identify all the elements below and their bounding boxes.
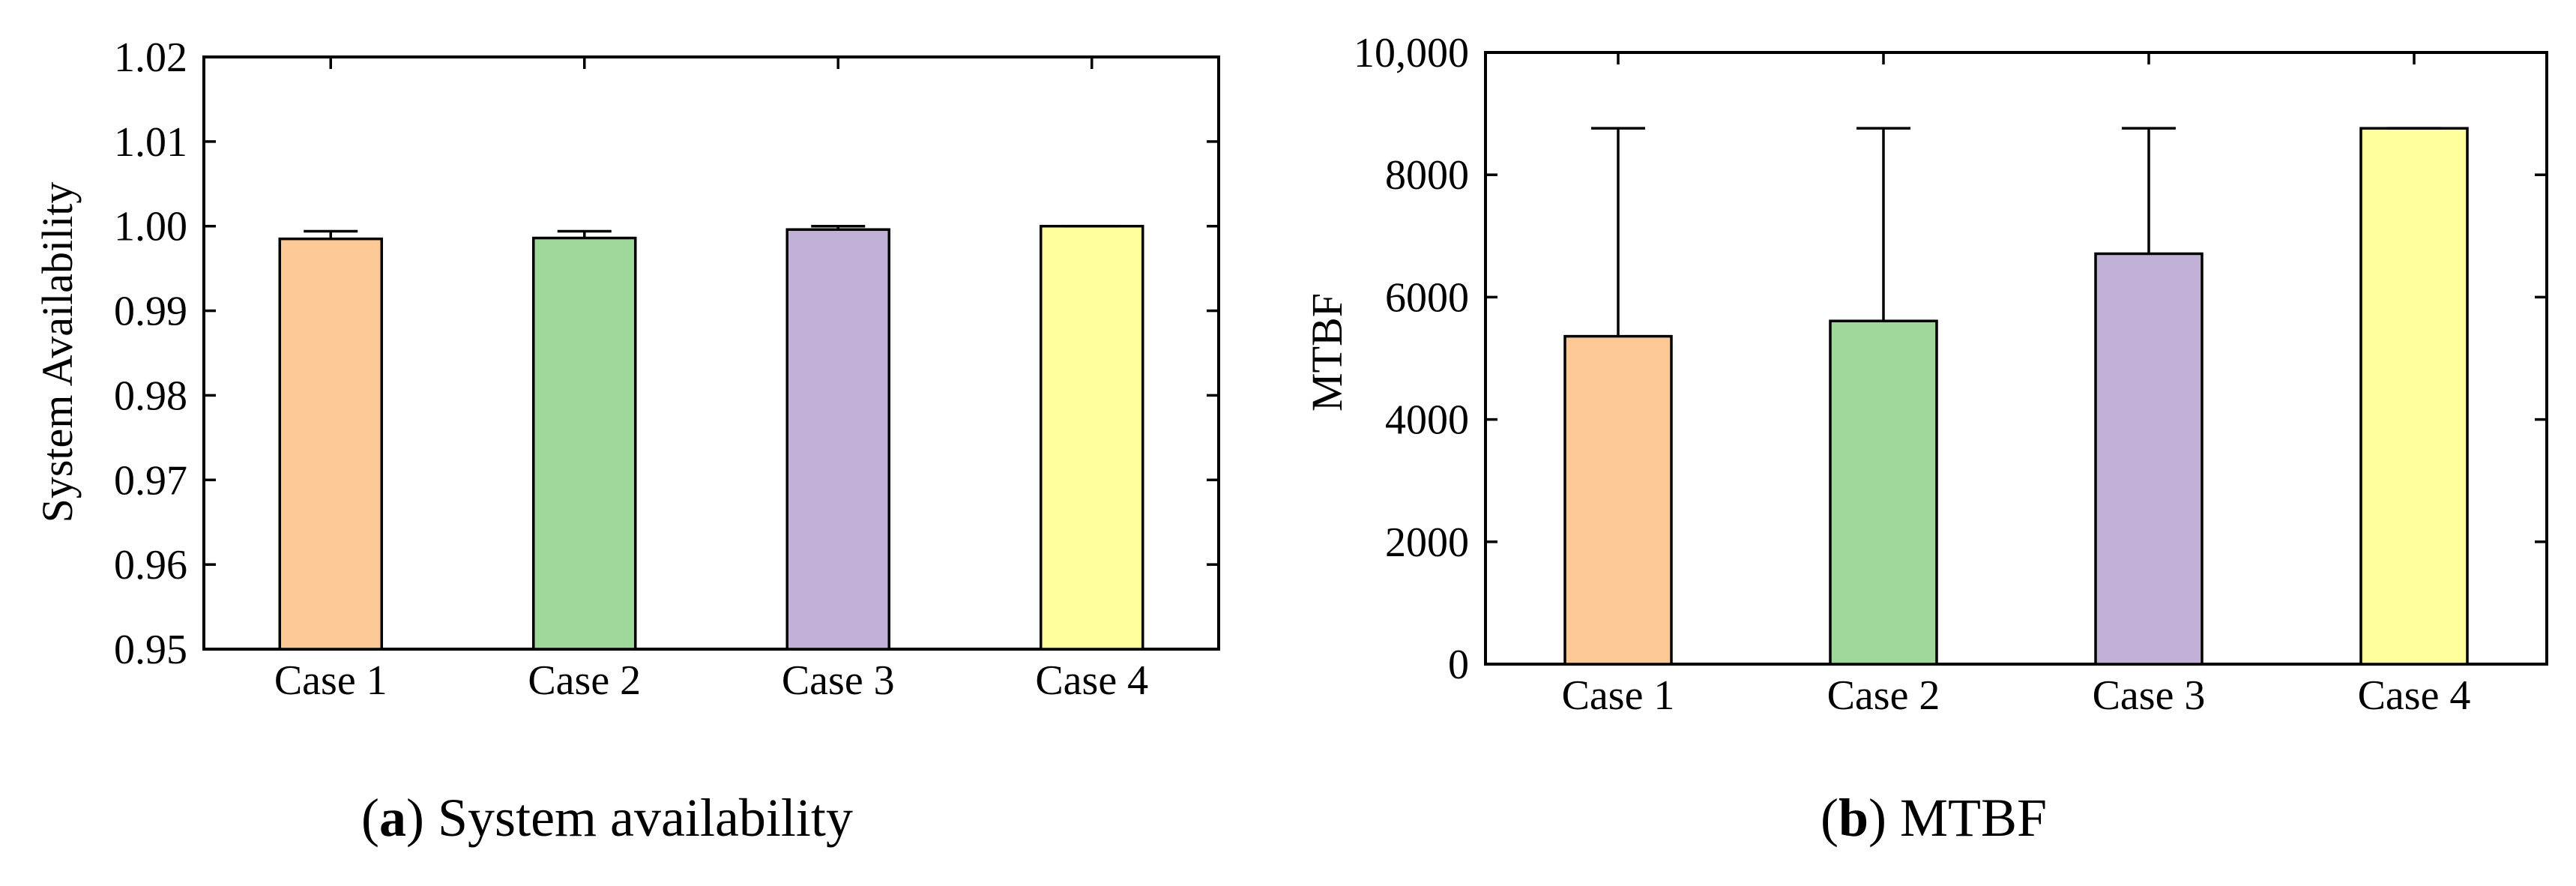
bar-case-2 — [1829, 319, 1938, 666]
y-tick-label: 0.97 — [114, 457, 187, 504]
y-tick-label: 0.95 — [114, 627, 187, 673]
x-tick-label: Case 2 — [1827, 672, 1940, 719]
x-tick-label: Case 1 — [274, 657, 387, 704]
bar-case-3 — [785, 228, 890, 651]
y-ticks-a: 0.95 0.96 0.97 0.98 0.99 1.00 1.01 1.02 — [114, 34, 1219, 673]
bar-case-2 — [532, 236, 637, 651]
y-tick-label: 0.99 — [114, 289, 187, 335]
y-tick-label: 8000 — [1385, 152, 1469, 199]
bar-case-1 — [1563, 334, 1673, 666]
y-tick-label: 4000 — [1385, 397, 1469, 444]
x-tick-label: Case 2 — [528, 657, 641, 704]
y-tick-label: 0 — [1448, 642, 1469, 688]
bars-a — [278, 224, 1144, 651]
x-ticks-a: Case 1 Case 2 Case 3 Case 4 — [274, 57, 1148, 704]
caption-letter-b: b — [1839, 788, 1868, 848]
y-tick-label: 10,000 — [1354, 30, 1469, 76]
y-tick-label: 2000 — [1385, 519, 1469, 566]
plot-frame-b — [1484, 51, 2548, 666]
y-tick-label: 1.00 — [114, 204, 187, 250]
x-tick-label: Case 4 — [1035, 657, 1148, 704]
x-tick-label: Case 3 — [2093, 672, 2206, 719]
y-axis-title-b: MTBF — [1303, 293, 1351, 412]
caption-text-b: MTBF — [1900, 788, 2047, 848]
y-tick-label: 6000 — [1385, 274, 1469, 321]
bar-case-3 — [2094, 252, 2204, 666]
y-ticks-b: 0 2000 4000 6000 8000 10,000 — [1354, 30, 2547, 688]
y-tick-label: 1.02 — [114, 34, 187, 81]
y-tick-label: 0.98 — [114, 373, 187, 419]
caption-text-a: System availability — [438, 788, 853, 848]
caption-a: (a) System availability — [361, 788, 853, 848]
caption-letter-a: a — [379, 788, 406, 848]
plot-frame-a — [202, 55, 1220, 651]
caption-b: (b) MTBF — [1821, 788, 2047, 848]
y-tick-label: 1.01 — [114, 119, 187, 166]
bars-b — [1563, 127, 2469, 666]
y-axis-title-a: System Availability — [33, 182, 82, 523]
x-tick-label: Case 4 — [2358, 672, 2471, 719]
bar-case-1 — [278, 237, 383, 651]
x-tick-label: Case 3 — [782, 657, 895, 704]
bar-case-4 — [1040, 224, 1144, 651]
x-ticks-b: Case 1 Case 2 Case 3 Case 4 — [1562, 52, 2471, 719]
x-tick-label: Case 1 — [1562, 672, 1675, 719]
y-tick-label: 0.96 — [114, 542, 187, 588]
bar-case-4 — [2359, 127, 2469, 666]
